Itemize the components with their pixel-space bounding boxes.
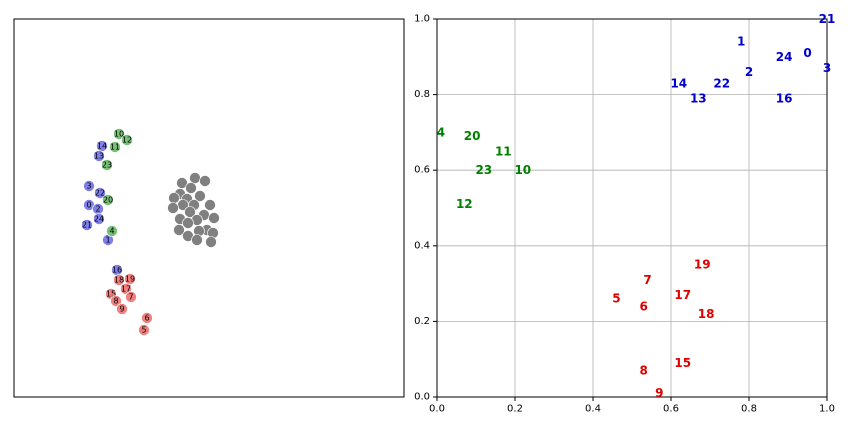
point bbox=[109, 141, 121, 153]
point-label: 23 bbox=[102, 161, 112, 170]
point-label: 1 bbox=[105, 236, 110, 245]
plot-frame bbox=[436, 18, 828, 398]
text-point: 0 bbox=[803, 46, 811, 60]
point bbox=[184, 206, 196, 218]
x-tick-label: 0.4 bbox=[585, 404, 601, 415]
point bbox=[194, 190, 206, 202]
point bbox=[185, 182, 197, 194]
point-label: 24 bbox=[94, 215, 104, 224]
point bbox=[116, 303, 128, 315]
y-tick-label: 0.6 bbox=[414, 165, 430, 176]
text-point: 2 bbox=[745, 65, 753, 79]
text-point: 7 bbox=[643, 273, 651, 287]
text-point: 11 bbox=[495, 144, 512, 158]
text-point: 4 bbox=[437, 125, 445, 139]
point-label: 21 bbox=[82, 221, 92, 230]
text-point: 23 bbox=[475, 163, 492, 177]
point-label: 22 bbox=[95, 189, 105, 198]
y-tick-label: 0.4 bbox=[414, 240, 430, 251]
point-label: 10 bbox=[114, 130, 124, 139]
point-label: 11 bbox=[110, 143, 120, 152]
point bbox=[199, 175, 211, 187]
y-tick-label: 0.0 bbox=[414, 392, 430, 403]
point bbox=[125, 291, 137, 303]
point bbox=[102, 194, 114, 206]
point bbox=[208, 212, 220, 224]
point-label: 17 bbox=[121, 285, 131, 294]
text-point: 20 bbox=[464, 129, 481, 143]
point bbox=[124, 273, 136, 285]
point-label: 20 bbox=[103, 196, 113, 205]
point-label: 4 bbox=[109, 227, 114, 236]
point bbox=[182, 217, 194, 229]
point bbox=[93, 213, 105, 225]
text-point: 15 bbox=[674, 356, 691, 370]
point bbox=[205, 236, 217, 248]
point-label: 13 bbox=[94, 152, 104, 161]
point-label: 19 bbox=[125, 275, 135, 284]
x-tick-label: 0.2 bbox=[507, 404, 523, 415]
text-point: 18 bbox=[698, 307, 715, 321]
point-label: 5 bbox=[141, 326, 146, 335]
point-label: 14 bbox=[97, 142, 107, 151]
text-point: 21 bbox=[819, 12, 836, 26]
point-label: 7 bbox=[128, 293, 133, 302]
point bbox=[83, 180, 95, 192]
point bbox=[121, 134, 133, 146]
plot-frame bbox=[13, 18, 405, 398]
point bbox=[93, 150, 105, 162]
y-tick-label: 0.8 bbox=[414, 89, 430, 100]
text-point: 8 bbox=[640, 364, 648, 378]
x-tick-label: 0.0 bbox=[429, 404, 445, 415]
point bbox=[138, 324, 150, 336]
point-label: 6 bbox=[144, 314, 149, 323]
point bbox=[204, 199, 216, 211]
point-label: 2 bbox=[95, 205, 100, 214]
point bbox=[173, 224, 185, 236]
point-label: 15 bbox=[106, 290, 116, 299]
text-point: 5 bbox=[612, 292, 620, 306]
x-tick-label: 0.6 bbox=[663, 404, 679, 415]
y-tick-label: 0.2 bbox=[414, 316, 430, 327]
point-label: 9 bbox=[119, 305, 124, 314]
point bbox=[81, 219, 93, 231]
point bbox=[167, 202, 179, 214]
text-point: 19 bbox=[694, 258, 711, 272]
x-tick-label: 1.0 bbox=[819, 404, 835, 415]
point bbox=[113, 128, 125, 140]
text-point: 10 bbox=[514, 163, 531, 177]
text-point: 14 bbox=[670, 76, 687, 90]
text-point: 6 bbox=[640, 299, 648, 313]
text-point: 1 bbox=[737, 35, 745, 49]
point-label: 18 bbox=[114, 276, 124, 285]
text-point: 17 bbox=[674, 288, 691, 302]
text-point: 13 bbox=[690, 91, 707, 105]
point-label: 12 bbox=[122, 136, 132, 145]
point bbox=[191, 234, 203, 246]
text-point: 3 bbox=[823, 61, 831, 75]
point bbox=[94, 187, 106, 199]
point bbox=[189, 172, 201, 184]
y-tick-label: 1.0 bbox=[414, 14, 430, 25]
point bbox=[101, 159, 113, 171]
text-point: 24 bbox=[776, 50, 793, 64]
point-label: 8 bbox=[113, 297, 118, 306]
point bbox=[110, 295, 122, 307]
text-point: 12 bbox=[456, 197, 473, 211]
point-label: 3 bbox=[86, 182, 91, 191]
point-label: 16 bbox=[112, 266, 122, 275]
point bbox=[141, 312, 153, 324]
text-point: 22 bbox=[713, 76, 730, 90]
x-tick-label: 0.8 bbox=[741, 404, 757, 415]
text-point: 16 bbox=[776, 91, 793, 105]
text-point: 9 bbox=[655, 386, 663, 400]
point bbox=[168, 192, 180, 204]
point-label: 0 bbox=[86, 201, 91, 210]
point bbox=[176, 177, 188, 189]
point bbox=[106, 225, 118, 237]
